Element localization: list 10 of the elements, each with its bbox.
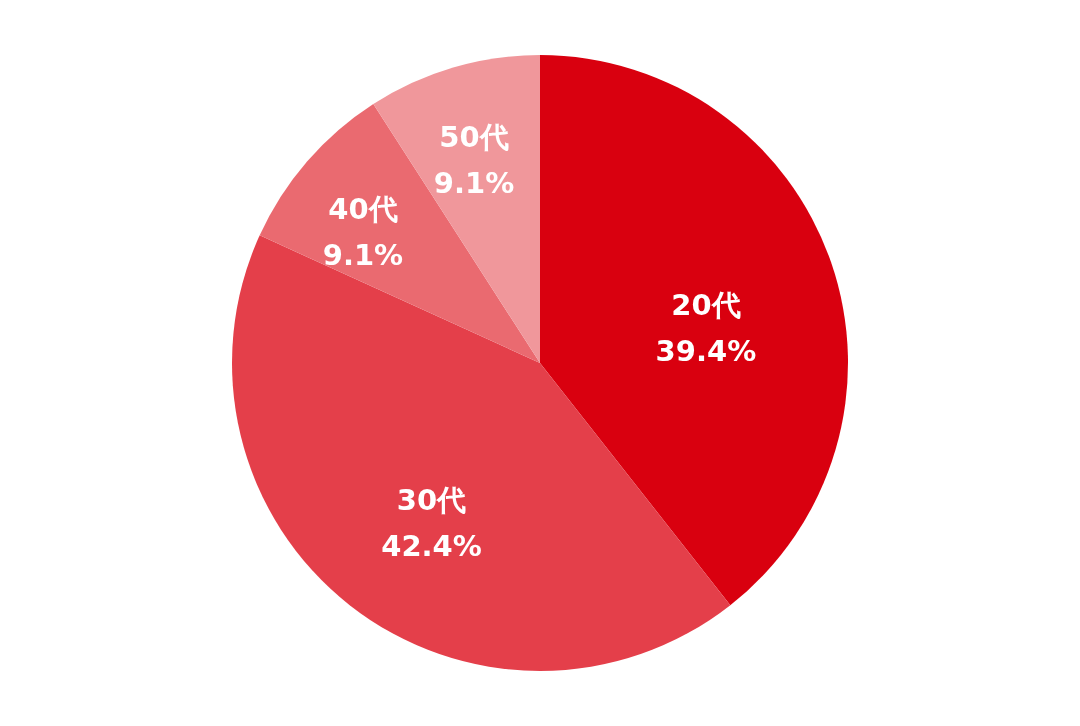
slice-label: 30代 [396,483,467,518]
slice-label: 40代 [328,191,398,226]
data-label: 9.1% [433,166,515,201]
slice-label: 50代 [439,120,509,155]
slice-label: 20代 [671,287,741,322]
data-label: 42.4% [381,529,482,564]
data-label: 39.4% [655,333,757,368]
pie-slice [259,103,540,363]
data-label: 9.1% [322,237,404,272]
pie-slice [540,55,848,606]
